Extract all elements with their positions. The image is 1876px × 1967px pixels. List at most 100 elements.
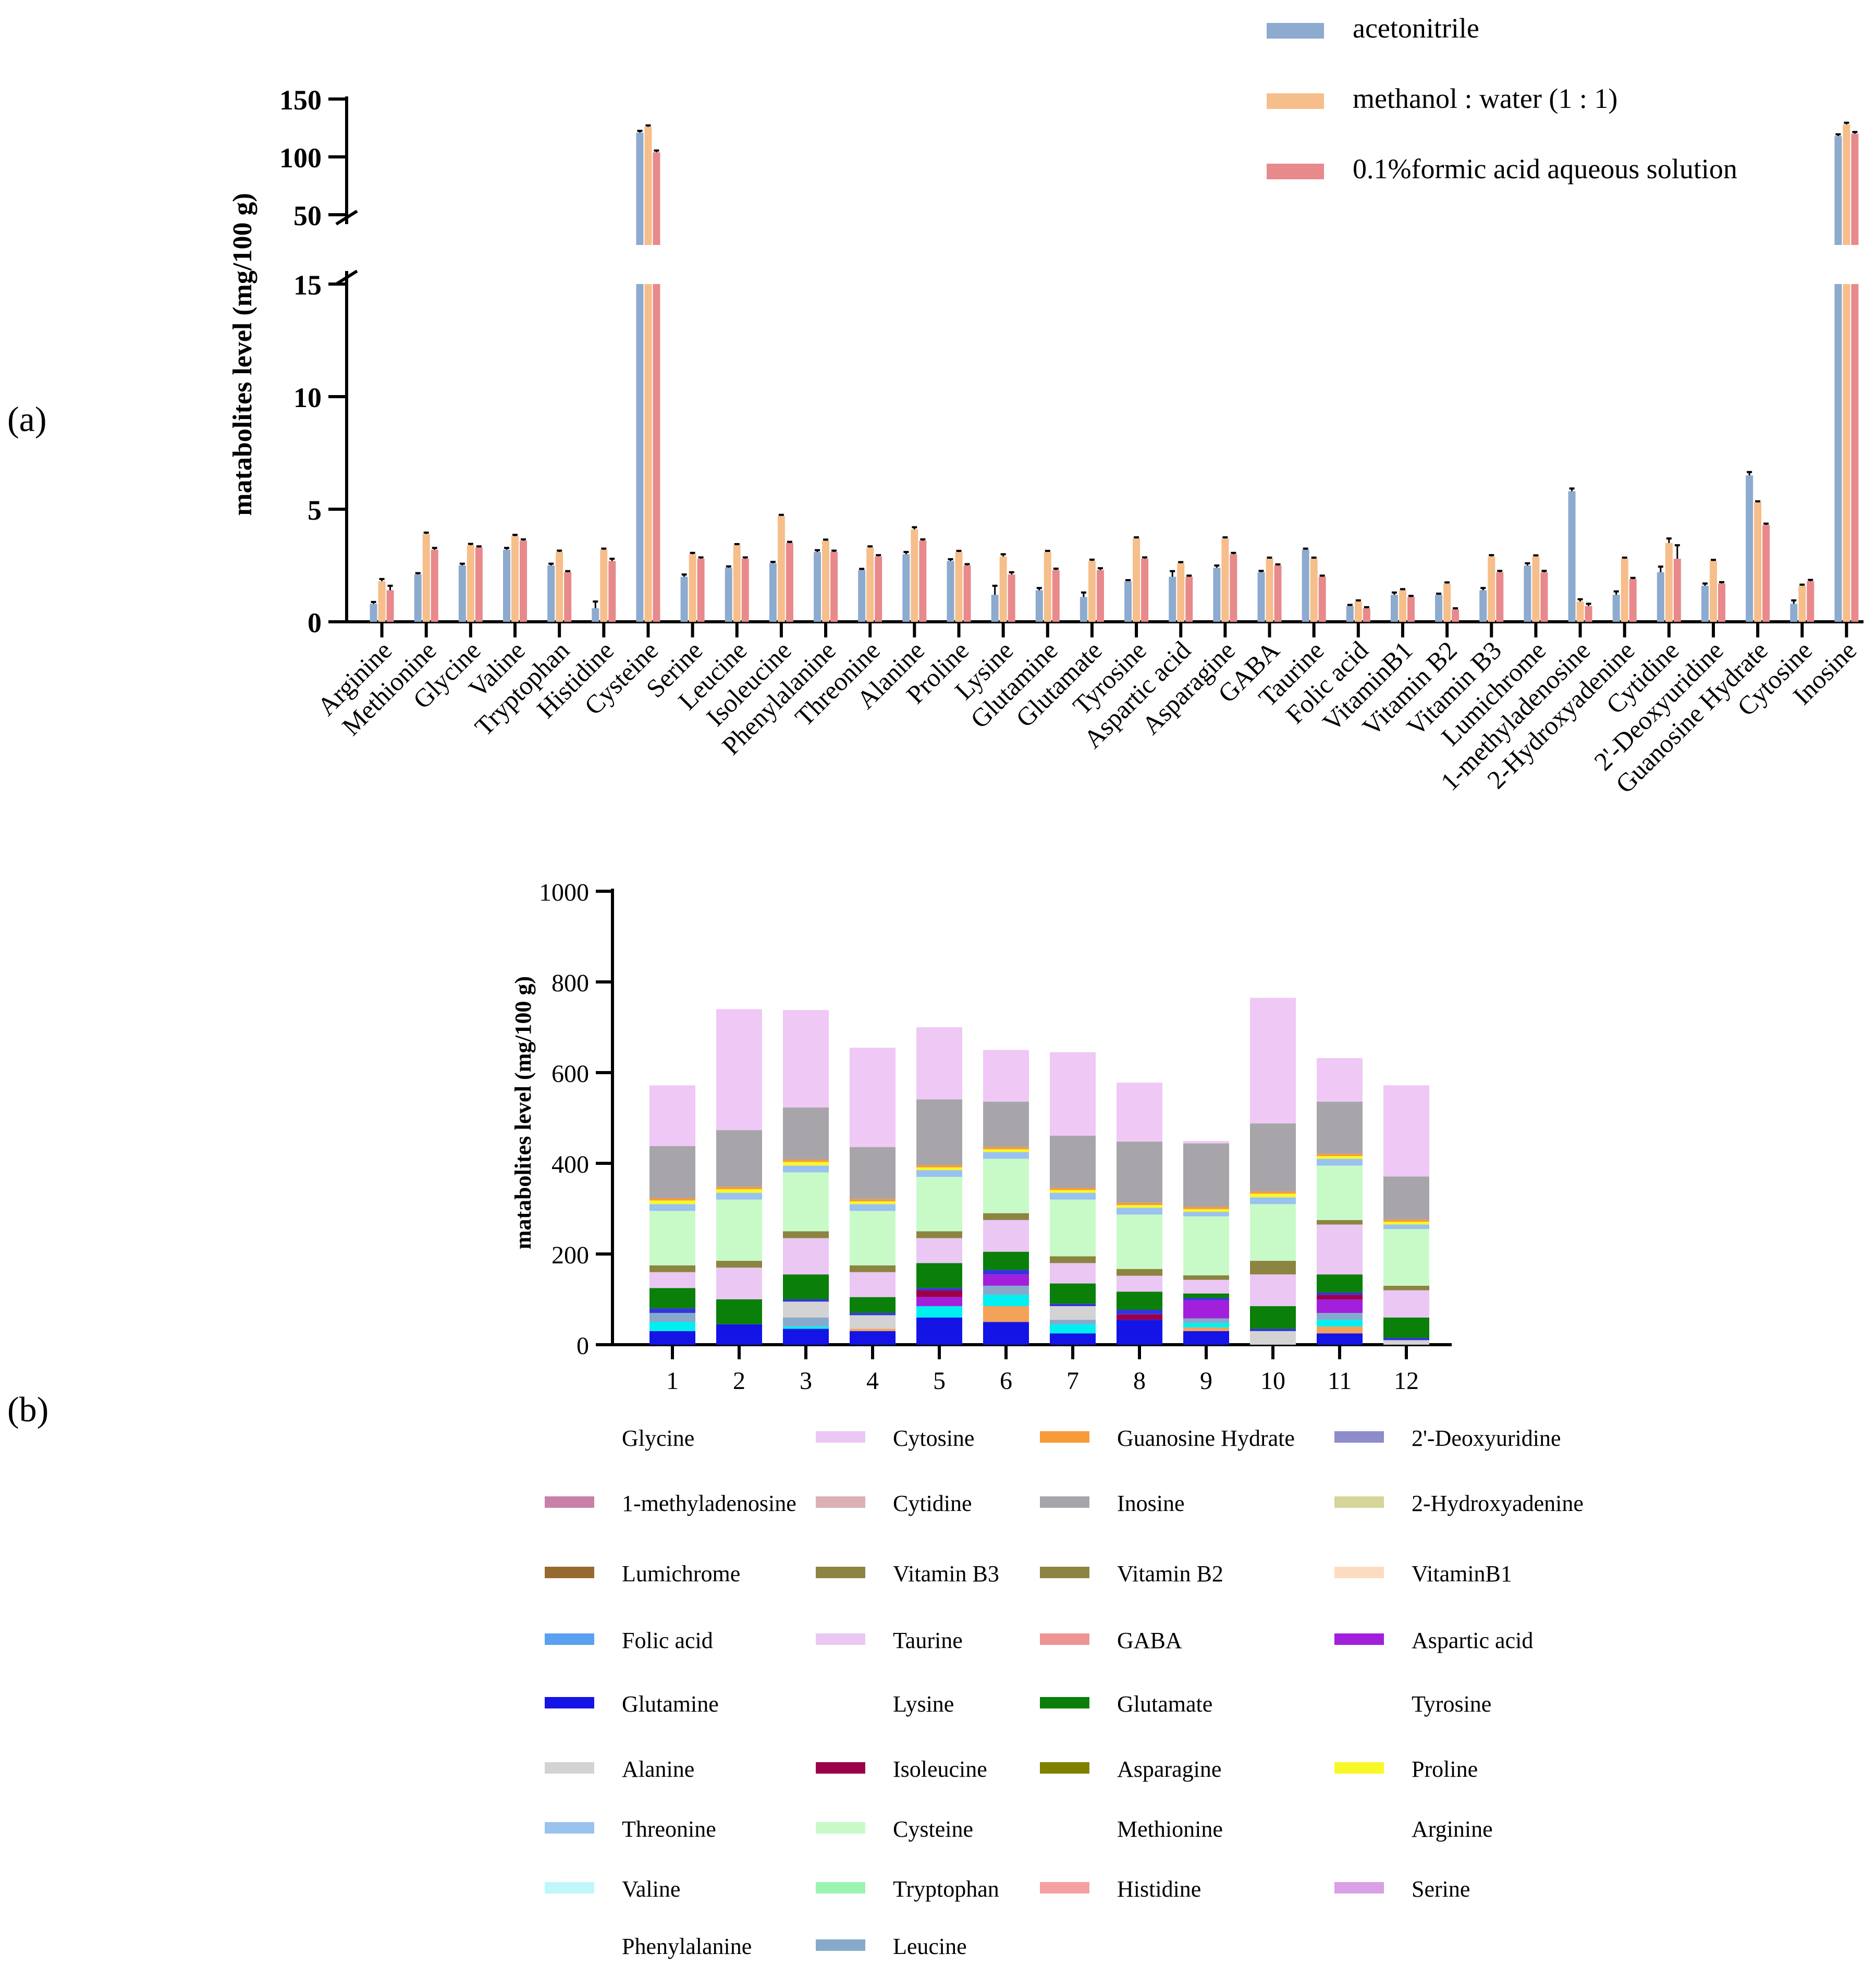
- stacked-segment: [1183, 1275, 1229, 1280]
- stacked-segment: [1250, 1204, 1296, 1261]
- legend-label: Glutamate: [1117, 1691, 1212, 1717]
- stacked-segment: [983, 1159, 1029, 1213]
- stacked-segment: [1317, 1224, 1363, 1275]
- bar: [786, 543, 793, 622]
- legend-label: GABA: [1117, 1628, 1182, 1653]
- bar: [1141, 559, 1149, 622]
- stacked-segment: [716, 1009, 762, 1128]
- stacked-segment: [1117, 1310, 1162, 1314]
- bar: [741, 559, 749, 622]
- bar: [475, 547, 483, 622]
- y-axis-label: matabolites level (mg/100 g): [510, 976, 536, 1249]
- legend-label: Valine: [622, 1876, 680, 1902]
- axis-break-mark: [335, 269, 358, 286]
- stacked-segment: [1117, 1208, 1162, 1215]
- y-tick-label: 600: [551, 1060, 589, 1088]
- stacked-segment: [716, 1193, 762, 1200]
- stacked-segment: [1117, 1214, 1162, 1269]
- stacked-segment: [1317, 1153, 1363, 1157]
- legend-swatch: [1040, 1496, 1089, 1508]
- bar: [1673, 559, 1681, 622]
- y-axis-label: matabolites level (mg/100 g): [228, 193, 258, 516]
- stacked-segment: [1050, 1304, 1096, 1307]
- stacked-segment: [716, 1324, 762, 1345]
- stacked-segment: [783, 1231, 829, 1238]
- stacked-segment: [850, 1147, 896, 1199]
- bar: [1230, 554, 1237, 622]
- bar: [1834, 136, 1842, 245]
- stacked-segment: [1050, 1135, 1096, 1188]
- bar: [955, 552, 963, 622]
- legend-label: Arginine: [1412, 1816, 1493, 1842]
- stacked-segment: [1383, 1222, 1429, 1225]
- bar: [1052, 570, 1060, 622]
- stacked-segment: [1317, 1313, 1363, 1320]
- stacked-segment: [1183, 1318, 1229, 1323]
- stacked-segment: [1383, 1290, 1429, 1318]
- stacked-segment: [1317, 1165, 1363, 1220]
- legend-swatch: [816, 1882, 865, 1894]
- legend-label: Inosine: [1117, 1491, 1185, 1516]
- stacked-segment: [850, 1329, 896, 1331]
- y-tick-label: 400: [551, 1151, 589, 1178]
- stacked-segment: [1250, 1123, 1296, 1191]
- stacked-segment: [1183, 1280, 1229, 1294]
- bar: [1746, 475, 1754, 622]
- stacked-segment: [783, 1238, 829, 1275]
- legend-label: VitaminB1: [1412, 1561, 1512, 1587]
- legend-swatch: [545, 1762, 594, 1774]
- legend-swatch: [1040, 1567, 1089, 1578]
- bar: [1318, 576, 1326, 622]
- bar: [503, 549, 511, 622]
- x-tick-label: 4: [866, 1367, 879, 1395]
- bar: [1762, 525, 1770, 622]
- bar: [592, 608, 599, 622]
- bar: [1133, 538, 1141, 622]
- stacked-segment: [1050, 1263, 1096, 1284]
- stacked-segment: [916, 1165, 962, 1167]
- stacked-segment: [1183, 1141, 1229, 1144]
- x-tick-label: 10: [1260, 1367, 1285, 1395]
- y-tick-label: 800: [551, 969, 589, 997]
- legend-swatch: [816, 1939, 865, 1951]
- bar: [875, 556, 882, 622]
- legend-label: acetonitrile: [1353, 13, 1479, 44]
- bar: [1701, 585, 1709, 622]
- y-tick-label: 10: [293, 382, 322, 413]
- bar: [680, 576, 688, 622]
- stacked-segment: [1383, 1176, 1429, 1220]
- stacked-segment: [783, 1107, 829, 1160]
- stacked-segment: [649, 1146, 695, 1198]
- stacked-segment: [1183, 1209, 1229, 1212]
- bar: [1843, 284, 1850, 622]
- y-tick-label: 0: [577, 1332, 589, 1360]
- bar: [1576, 601, 1584, 622]
- bar: [1532, 556, 1540, 622]
- stacked-segment: [916, 1288, 962, 1290]
- x-tick-label: 12: [1394, 1367, 1419, 1395]
- bar: [378, 581, 386, 622]
- stacked-segment: [1183, 1293, 1229, 1298]
- stacked-segment: [983, 1213, 1029, 1220]
- stacked-segment: [716, 1187, 762, 1189]
- bar: [769, 563, 777, 622]
- stacked-segment: [1117, 1139, 1162, 1142]
- bar: [1665, 543, 1673, 622]
- bar: [733, 545, 741, 622]
- stacked-segment: [1050, 1256, 1096, 1263]
- stacked-segment: [1383, 1219, 1429, 1222]
- stacked-segment: [1250, 1274, 1296, 1307]
- bar: [1496, 572, 1504, 622]
- stacked-segment: [983, 1101, 1029, 1147]
- bar: [556, 552, 563, 622]
- legend-label: methanol : water (1 : 1): [1353, 83, 1617, 114]
- stacked-segment: [1183, 1298, 1229, 1300]
- legend-label: Serine: [1412, 1876, 1470, 1902]
- bar: [991, 595, 999, 622]
- bar: [1452, 609, 1460, 622]
- stacked-segment: [1317, 1333, 1363, 1345]
- bar: [1008, 574, 1015, 622]
- bar: [1124, 581, 1132, 622]
- stacked-segment: [783, 1160, 829, 1162]
- stacked-segment: [983, 1322, 1029, 1345]
